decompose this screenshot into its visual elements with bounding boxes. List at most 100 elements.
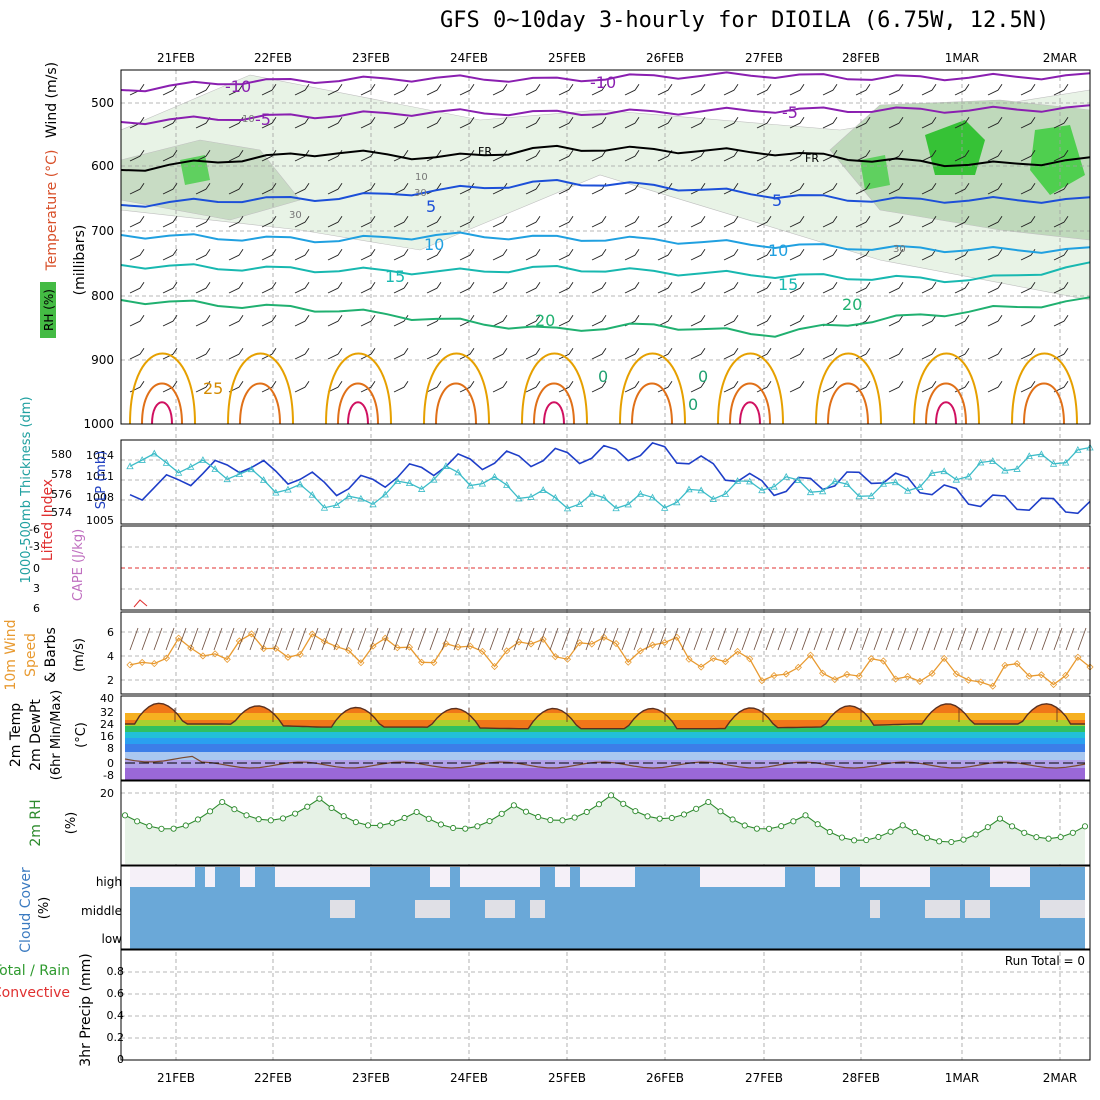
wind-speed-marker — [879, 657, 887, 665]
wind-barb — [436, 215, 442, 223]
wind-barb-10m — [369, 627, 379, 651]
wind-speed-marker — [648, 641, 657, 649]
rh-marker — [851, 837, 858, 844]
wind-speed-marker — [1025, 672, 1033, 680]
wind-barb — [799, 116, 805, 124]
wind-barb — [337, 314, 343, 322]
thickness-marker — [721, 490, 730, 497]
thickness-marker — [746, 477, 754, 485]
wind-barb — [624, 254, 636, 261]
wind-barb — [657, 188, 669, 195]
wind-speed-marker — [697, 663, 705, 671]
wind-barb-10m — [837, 627, 847, 651]
wind-barb — [898, 83, 904, 91]
wind-tick-label: 4 — [107, 650, 114, 663]
wind-barb — [789, 287, 801, 294]
wind-barb — [997, 380, 1003, 388]
wind-barb — [535, 215, 541, 223]
bottom-date-label: 26FEB — [646, 1071, 684, 1085]
rh-marker — [656, 815, 663, 822]
rh-marker — [437, 821, 444, 828]
rh-marker — [243, 812, 250, 819]
wind-speed-marker — [515, 638, 523, 646]
isotherm-25 — [325, 352, 392, 425]
wind-barb — [403, 215, 409, 223]
wind-barb-10m — [753, 627, 763, 651]
wind-barb — [304, 248, 310, 256]
wind-barb — [139, 215, 145, 223]
thickness-tick-label: 578 — [51, 468, 72, 481]
rh-ylabel-unit: (%) — [64, 812, 79, 835]
thickness-marker — [916, 483, 924, 490]
thickness-marker — [551, 493, 559, 501]
wind-barb — [1030, 347, 1036, 355]
wind-speed-marker — [782, 670, 790, 678]
wind-barb — [931, 215, 937, 223]
wind-barb — [987, 188, 999, 195]
wind-barb — [525, 89, 537, 96]
pressure-tick-label: 500 — [91, 96, 114, 110]
thickness-marker — [867, 492, 875, 499]
thickness-marker — [1062, 458, 1070, 466]
contour-label: 15 — [778, 275, 798, 294]
thickness-marker — [247, 465, 256, 473]
temp-ylabel-1: 2m Temp — [8, 703, 24, 767]
wind-ylabel-2: Speed — [23, 633, 39, 677]
wind-speed-marker — [928, 669, 936, 678]
bottom-date-label: 21FEB — [157, 1071, 195, 1085]
wind-speed-marker — [1074, 653, 1082, 661]
wind-barb — [459, 320, 471, 327]
wind-barb — [954, 221, 966, 228]
contour-label: -5 — [255, 110, 271, 129]
wind-barb — [304, 281, 310, 289]
wind-barb — [657, 155, 669, 162]
wind-barb-10m — [393, 627, 403, 651]
wind-barb — [139, 182, 145, 190]
wind-barb — [459, 89, 471, 96]
rh-marker — [401, 814, 408, 822]
wind-barb-10m — [513, 627, 523, 651]
rh-marker — [292, 810, 299, 817]
thickness-marker — [369, 500, 377, 508]
wind-barb-10m — [645, 627, 655, 651]
wind-barb — [370, 347, 376, 355]
rh-marker — [413, 808, 420, 816]
wind-barb — [426, 287, 438, 294]
slp-tick-label: 1005 — [86, 514, 114, 527]
wind-barb — [304, 380, 310, 388]
wind-speed-marker — [709, 654, 717, 662]
wind-barb — [337, 182, 343, 190]
top-date-label: 26FEB — [646, 51, 684, 65]
wind-barb — [129, 188, 141, 195]
wind-barb — [700, 116, 706, 124]
wind-barb — [690, 320, 702, 327]
temp-tick-label: 24 — [100, 718, 114, 731]
wind-barb — [733, 182, 739, 190]
wind-barb — [502, 314, 508, 322]
rh-marker — [170, 825, 177, 832]
wind-barb — [591, 188, 603, 195]
wind-barb-10m — [1041, 627, 1051, 651]
wind-barb — [1020, 353, 1032, 360]
thickness-marker — [308, 490, 316, 498]
wind-barb — [568, 116, 574, 124]
wind-barb — [733, 248, 739, 256]
wind-barb — [987, 122, 999, 129]
wind-barb — [799, 83, 805, 91]
wind-barb — [195, 353, 207, 360]
wind-barb — [393, 188, 405, 195]
wind-barb-10m — [465, 627, 475, 651]
isotherm-20 — [120, 296, 1091, 338]
wind-barb — [261, 122, 273, 129]
temp-ylabel-unit: (°C) — [74, 722, 89, 748]
rh-marker — [753, 825, 760, 832]
wind-barb — [667, 281, 673, 289]
rh-marker — [632, 808, 639, 815]
wind-barb — [525, 320, 537, 327]
bottom-date-label: 2MAR — [1043, 1071, 1078, 1085]
wind-barb — [855, 254, 867, 261]
cloud-gap-high — [240, 867, 255, 887]
isotherm-25 — [227, 352, 294, 425]
upper-ylabel-wind: Wind (m/s) — [44, 62, 60, 138]
rh-marker — [960, 836, 967, 843]
